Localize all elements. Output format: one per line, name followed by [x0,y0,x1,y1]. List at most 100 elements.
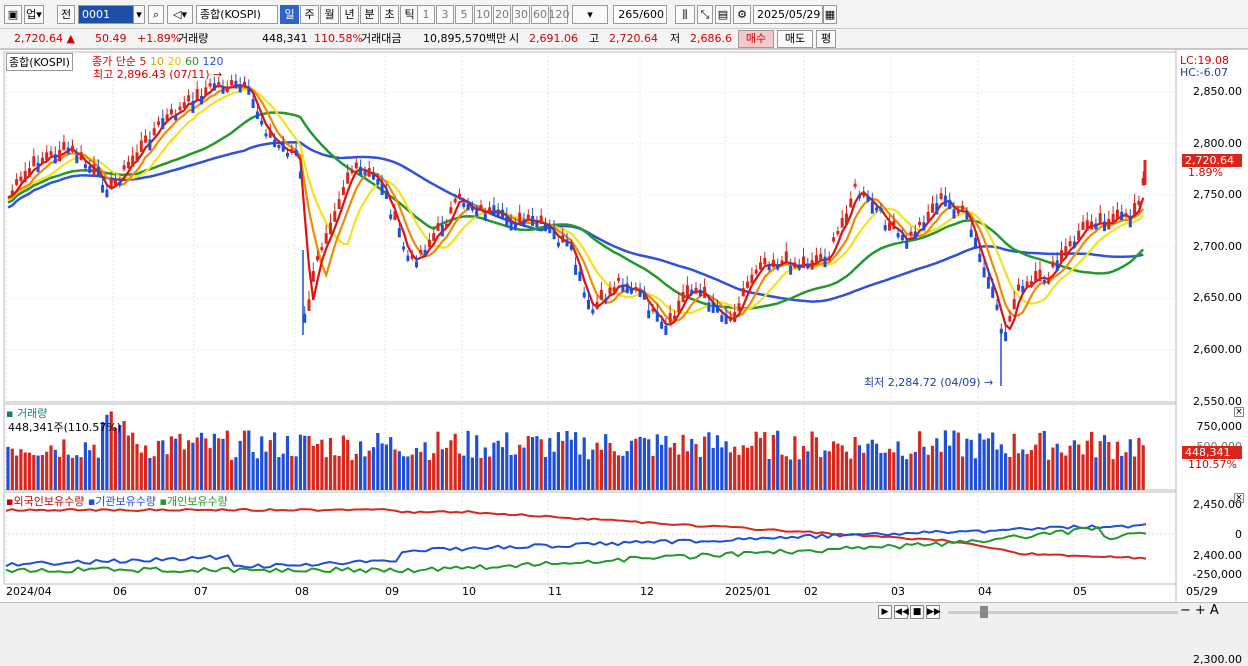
interval-tab[interactable]: 20 [493,5,511,24]
volume-bar [156,440,161,490]
x-axis-tick: 2024/04 [6,585,52,598]
volume-bar [1137,437,1141,490]
period-tab[interactable]: 년 [340,5,359,24]
buy-button[interactable]: 매수 [738,30,774,48]
candle-body [995,304,999,310]
candle-body [109,178,113,188]
chart-canvas[interactable] [0,50,1248,603]
interval-tab[interactable]: 5 [455,5,473,24]
zoom-in-icon[interactable]: + [1194,603,1210,618]
candle-body [900,234,904,241]
volume-bar [273,432,277,490]
draw-tool-icon[interactable]: ⤡ [697,5,713,24]
volume-bar [1021,449,1025,490]
code-dropdown-icon[interactable]: ▾ [133,5,145,24]
zoom-slider-thumb[interactable] [980,606,988,618]
volume-bar [303,435,307,490]
candle-body [634,286,638,291]
layout-icon[interactable]: ▣ [4,5,22,24]
candle-body [225,86,229,93]
sound-icon[interactable]: ◁▾ [167,5,193,24]
candle-body [157,121,160,126]
sell-button[interactable]: 매도 [777,30,813,48]
date-field[interactable]: 2025/05/29 [753,5,823,24]
interval-select[interactable]: ▾ [572,5,608,24]
volume-bar [715,435,720,490]
zoom-out-icon[interactable]: − [1180,603,1195,618]
x-axis-tick: 12 [640,585,654,598]
candle-body [535,221,539,228]
candle-body [114,178,117,186]
candle-body [673,315,676,320]
zoom-slider[interactable] [948,606,1178,618]
period-tab[interactable]: 주 [300,5,319,24]
candle-body [1068,241,1072,247]
volume-bar [414,448,419,490]
candle-body [92,164,96,175]
volume-bar [776,430,780,490]
period-tab[interactable]: 초 [380,5,399,24]
candle-body [389,214,393,219]
rewind-icon[interactable]: ◀◀ [894,605,909,619]
volume-label: 거래량 [178,32,209,45]
candle-body [23,170,27,183]
volume-bar [690,438,694,490]
volume-bar [707,432,711,490]
code-input[interactable]: 0001 [78,5,136,24]
scroll-right-icon[interactable]: ▶ [878,605,892,619]
interval-tab[interactable]: 60 [531,5,549,24]
interval-tab[interactable]: 10 [474,5,492,24]
volume-bar [1038,432,1042,490]
calendar-icon[interactable]: ▦ [823,5,837,24]
candle-body [58,149,62,162]
settings-icon[interactable]: ⚙ [733,5,751,24]
candle-body [36,162,40,173]
candle-body [832,237,836,242]
volume-bar [561,440,565,490]
interval-tab[interactable]: 3 [436,5,454,24]
individual-legend: ▪개인보유수량 [159,495,228,508]
volume-bar [840,445,844,490]
font-size-icon[interactable]: A [1209,603,1223,618]
candle-body [174,114,178,120]
candle-body [1029,281,1033,287]
volume-bar [918,431,922,490]
candle-body [466,203,470,210]
x-axis-tick: 03 [891,585,905,598]
candle-body [402,246,406,250]
holding-close-icon[interactable]: × [1234,493,1244,503]
chart-type-icon[interactable]: ⫼ [675,5,695,24]
volume-bar [234,457,238,490]
volume-close-icon[interactable]: × [1234,407,1244,417]
prev-button[interactable]: 전 [57,5,75,24]
period-tab[interactable]: 분 [360,5,379,24]
candle-body [28,168,31,177]
category-select[interactable]: 업 ▾ [24,5,44,24]
candle-body [857,195,861,199]
chart-area[interactable]: 종합(KOSPI) 종가 단순 5 10 20 60 120 최고 2,896.… [0,49,1248,666]
volume-bar [784,456,788,490]
price-tick: 2,850.00 [1193,85,1242,98]
candle-body [754,269,758,274]
eval-button[interactable]: 평 [816,30,836,48]
volume-bar [410,454,414,490]
stop-icon[interactable]: ■ [910,605,924,619]
volume-bar [1090,431,1094,490]
period-tab[interactable]: 월 [320,5,339,24]
volume-bar [900,455,904,490]
interval-tab[interactable]: 1 [417,5,435,24]
interval-tab[interactable]: 120 [549,5,570,24]
count-field[interactable]: 265/600 [613,5,667,24]
candle-body [625,283,629,294]
forward-icon[interactable]: ▶▶ [926,605,941,619]
candle-body [513,223,517,230]
period-tab[interactable]: 틱 [400,5,419,24]
period-tab[interactable]: 일 [280,5,299,24]
save-icon[interactable]: ▤ [715,5,731,24]
candle-body [604,298,608,303]
volume-bar [1051,447,1055,490]
search-icon[interactable]: ⌕ [148,5,164,24]
interval-tab[interactable]: 30 [512,5,530,24]
volume-bar [199,432,204,490]
candle-body [40,157,44,164]
